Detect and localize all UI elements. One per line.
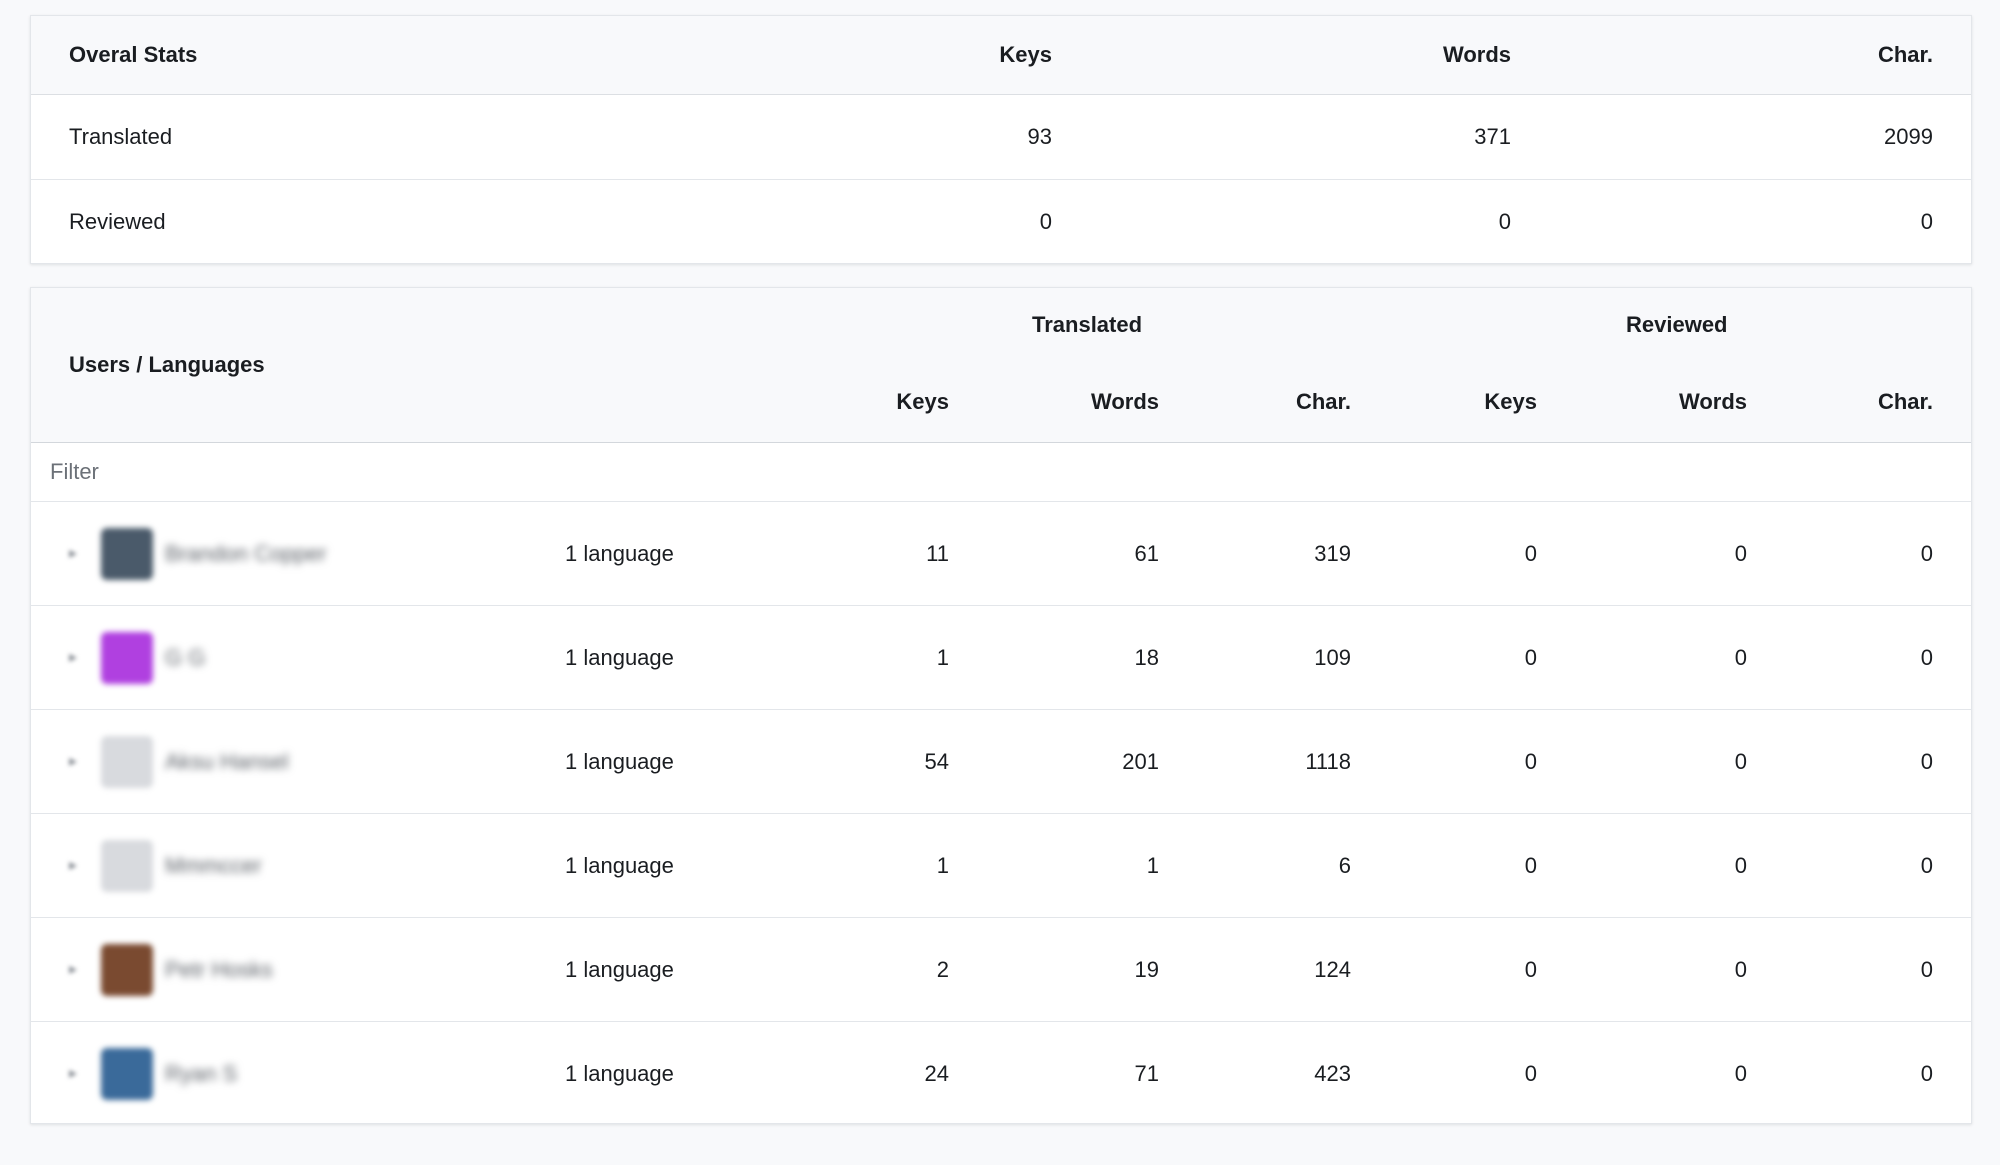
translated-words: 18 bbox=[1134, 644, 1159, 670]
reviewed-keys: 0 bbox=[1524, 956, 1537, 982]
reviewed-words: 0 bbox=[1734, 852, 1747, 878]
col-header-reviewed-chars: Char. bbox=[1877, 389, 1933, 414]
translated-keys: 11 bbox=[926, 540, 949, 566]
reviewed-words: 0 bbox=[1734, 956, 1747, 982]
language-count: 1 language bbox=[565, 644, 674, 670]
translated-chars: 423 bbox=[1314, 1060, 1351, 1086]
user-name: Brandon Copper bbox=[165, 540, 327, 566]
user-name: G G bbox=[165, 644, 206, 670]
reviewed-keys: 0 bbox=[1524, 644, 1537, 670]
reviewed-chars: 0 bbox=[1920, 644, 1933, 670]
reviewed-words: 0 bbox=[1734, 644, 1747, 670]
reviewed-chars: 0 bbox=[1920, 748, 1933, 774]
col-header-translated-keys: Keys bbox=[896, 389, 949, 414]
col-header-translated-chars: Char. bbox=[1295, 389, 1351, 414]
reviewed-words: 0 bbox=[1734, 748, 1747, 774]
avatar bbox=[101, 527, 153, 580]
filter-row bbox=[31, 443, 1971, 502]
cell-words: 0 bbox=[1498, 209, 1511, 234]
chevron-right-icon[interactable]: ▸ bbox=[69, 648, 78, 666]
users-languages-table: Users / Languages Translated Reviewed Ke… bbox=[30, 287, 1972, 1124]
table-row[interactable]: ▸ G G 1 language 1 18 109 0 0 0 bbox=[31, 605, 1971, 709]
users-table-header: Users / Languages Translated Reviewed Ke… bbox=[31, 288, 1971, 443]
translated-words: 61 bbox=[1134, 540, 1159, 566]
reviewed-words: 0 bbox=[1734, 540, 1747, 566]
translated-chars: 319 bbox=[1314, 540, 1351, 566]
table-row[interactable]: ▸ Petr Hosks 1 language 2 19 124 0 0 0 bbox=[31, 917, 1971, 1021]
translated-words: 19 bbox=[1134, 956, 1159, 982]
reviewed-chars: 0 bbox=[1920, 852, 1933, 878]
row-label: Translated bbox=[69, 124, 173, 149]
translated-chars: 124 bbox=[1314, 956, 1351, 982]
avatar bbox=[101, 943, 153, 996]
translated-chars: 109 bbox=[1314, 644, 1351, 670]
cell-chars: 2099 bbox=[1884, 124, 1933, 149]
reviewed-keys: 0 bbox=[1524, 540, 1537, 566]
group-header-reviewed: Reviewed bbox=[1626, 312, 1728, 337]
cell-keys: 93 bbox=[1027, 124, 1052, 149]
reviewed-keys: 0 bbox=[1524, 1060, 1537, 1086]
user-name: Aksu Hansel bbox=[165, 748, 289, 774]
avatar bbox=[101, 839, 153, 892]
avatar bbox=[101, 1047, 153, 1100]
chevron-right-icon[interactable]: ▸ bbox=[69, 960, 78, 978]
cell-keys: 0 bbox=[1039, 209, 1052, 234]
chevron-right-icon[interactable]: ▸ bbox=[69, 752, 78, 770]
users-table-title: Users / Languages bbox=[69, 352, 265, 377]
language-count: 1 language bbox=[565, 540, 674, 566]
table-row[interactable]: ▸ Aksu Hansel 1 language 54 201 1118 0 0… bbox=[31, 709, 1971, 813]
group-header-translated: Translated bbox=[1032, 312, 1143, 337]
col-header-words: Words bbox=[1442, 42, 1511, 67]
overall-stats-header: Overal Stats Keys Words Char. bbox=[31, 16, 1971, 95]
filter-input[interactable] bbox=[31, 443, 1971, 501]
col-header-reviewed-keys: Keys bbox=[1484, 389, 1537, 414]
reviewed-chars: 0 bbox=[1920, 1060, 1933, 1086]
translated-keys: 1 bbox=[936, 644, 949, 670]
overall-stats-title: Overal Stats bbox=[69, 42, 198, 67]
user-rows: ▸ Brandon Copper 1 language 11 61 319 0 … bbox=[31, 502, 1971, 1125]
overall-row-translated: Translated 93 371 2099 bbox=[31, 95, 1971, 179]
avatar bbox=[101, 735, 153, 788]
table-row[interactable]: ▸ Mmmccer 1 language 1 1 6 0 0 0 bbox=[31, 813, 1971, 917]
translated-words: 1 bbox=[1146, 852, 1159, 878]
user-name: Ryan S bbox=[165, 1060, 238, 1086]
translated-keys: 24 bbox=[924, 1060, 949, 1086]
cell-words: 371 bbox=[1474, 124, 1511, 149]
col-header-chars: Char. bbox=[1877, 42, 1933, 67]
user-name: Mmmccer bbox=[165, 852, 262, 878]
language-count: 1 language bbox=[565, 1060, 674, 1086]
reviewed-keys: 0 bbox=[1524, 852, 1537, 878]
language-count: 1 language bbox=[565, 748, 674, 774]
chevron-right-icon[interactable]: ▸ bbox=[69, 856, 78, 874]
translated-keys: 54 bbox=[924, 748, 949, 774]
table-row[interactable]: ▸ Ryan S 1 language 24 71 423 0 0 0 bbox=[31, 1021, 1971, 1125]
translated-words: 71 bbox=[1134, 1060, 1159, 1086]
language-count: 1 language bbox=[565, 852, 674, 878]
chevron-right-icon[interactable]: ▸ bbox=[69, 544, 78, 562]
translated-words: 201 bbox=[1122, 748, 1159, 774]
row-label: Reviewed bbox=[69, 209, 166, 234]
cell-chars: 0 bbox=[1920, 209, 1933, 234]
reviewed-chars: 0 bbox=[1920, 540, 1933, 566]
translated-keys: 1 bbox=[936, 852, 949, 878]
avatar bbox=[101, 631, 153, 684]
overall-row-reviewed: Reviewed 0 0 0 bbox=[31, 179, 1971, 264]
translated-keys: 2 bbox=[936, 956, 949, 982]
translated-chars: 6 bbox=[1338, 852, 1351, 878]
col-header-reviewed-words: Words bbox=[1678, 389, 1747, 414]
translated-chars: 1118 bbox=[1305, 748, 1351, 774]
table-row[interactable]: ▸ Brandon Copper 1 language 11 61 319 0 … bbox=[31, 502, 1971, 605]
overall-stats-table: Overal Stats Keys Words Char. Translated… bbox=[30, 15, 1972, 264]
col-header-keys: Keys bbox=[999, 42, 1052, 67]
user-name: Petr Hosks bbox=[165, 956, 273, 982]
reviewed-words: 0 bbox=[1734, 1060, 1747, 1086]
col-header-translated-words: Words bbox=[1090, 389, 1159, 414]
language-count: 1 language bbox=[565, 956, 674, 982]
chevron-right-icon[interactable]: ▸ bbox=[69, 1064, 78, 1082]
reviewed-chars: 0 bbox=[1920, 956, 1933, 982]
reviewed-keys: 0 bbox=[1524, 748, 1537, 774]
